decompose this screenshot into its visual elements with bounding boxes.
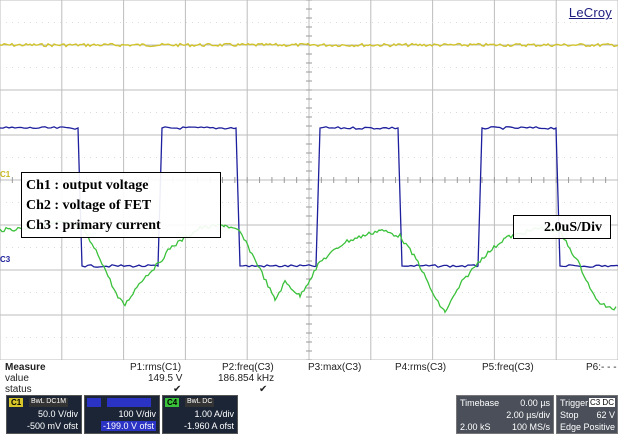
ch1-coupling: BwL DC1M (29, 398, 69, 407)
value-row-label: value (5, 373, 29, 384)
ch2-vdiv: 100 V/div (118, 409, 156, 419)
ch2-descriptor[interactable]: 100 V/div -199.0 V ofst (84, 395, 160, 434)
ch1-trace (0, 42, 618, 48)
ch1-tag: C1 (9, 398, 24, 407)
ch4-offset: -1.960 A ofst (183, 421, 234, 431)
param-p2-value: 186.854 kHz (218, 373, 275, 384)
param-p3-name[interactable]: P3:max(C3) (308, 362, 362, 373)
ch1-vdiv: 50.0 V/div (37, 409, 78, 419)
trigger-source: C3 DC (588, 398, 615, 407)
timebase-div: 2.00 µs/div (506, 410, 550, 420)
timebase-panel[interactable]: Timebase 0.00 µs 2.00 µs/div 2.00 kS 100… (456, 395, 554, 434)
trigger-label: Trigger (560, 398, 589, 408)
ch2-offset: -199.0 V ofst (100, 421, 156, 431)
legend-line-ch2: Ch2 : voltage of FET (26, 198, 152, 213)
ch1-marker[interactable]: C1 (0, 170, 11, 179)
scope-display: LeCroy C1 C3 Ch1 : output voltage Ch2 : … (0, 0, 618, 361)
param-p4-name[interactable]: P4:rms(C3) (395, 362, 447, 373)
param-p1-name[interactable]: P1:rms(C1) (130, 362, 182, 373)
param-p6-name[interactable]: P6:- - - (586, 362, 617, 373)
trigger-slope: Positive (583, 422, 615, 432)
trigger-level: 62 V (596, 410, 615, 420)
ch3-trace (0, 220, 617, 314)
measure-title: Measure (5, 362, 46, 373)
trigger-mode: Stop (560, 410, 579, 420)
ch4-coupling: BwL DC (185, 398, 215, 407)
param-p2-status-icon: ✔ (259, 384, 268, 395)
trigger-position-marker (0, 360, 618, 394)
ch4-descriptor[interactable]: C4 BwL DC 1.00 A/div -1.960 A ofst (162, 395, 238, 434)
ch4-vdiv: 1.00 A/div (194, 409, 234, 419)
timebase-rate: 100 MS/s (511, 422, 550, 432)
ch4-tag: C4 (165, 398, 180, 407)
param-p5-name[interactable]: P5:freq(C3) (482, 362, 534, 373)
ch3-marker[interactable]: C3 (0, 255, 11, 264)
time-per-div-label: 2.0uS/Div (513, 215, 611, 239)
legend-line-ch1: Ch1 : output voltage (26, 178, 149, 193)
param-p1-value: 149.5 V (148, 373, 183, 384)
ch2-tag (87, 398, 101, 407)
channel-legend: Ch1 : output voltage Ch2 : voltage of FE… (21, 172, 221, 238)
ch1-offset: -500 mV ofst (26, 421, 78, 431)
timebase-samples: 2.00 kS (460, 422, 491, 432)
status-row-label: status (5, 384, 32, 395)
timebase-label: Timebase (460, 398, 500, 408)
trigger-panel[interactable]: Trigger C3 DC Stop 62 V Edge Positive (556, 395, 618, 434)
lecroy-logo: LeCroy (568, 5, 612, 20)
channel-status-bar: C1 BwL DC1M 50.0 V/div -500 mV ofst 100 … (0, 395, 618, 434)
legend-line-ch3: Ch3 : primary current (26, 218, 161, 233)
ch2-coupling (107, 398, 151, 407)
param-p1-status-icon: ✔ (173, 384, 182, 395)
ch1-descriptor[interactable]: C1 BwL DC1M 50.0 V/div -500 mV ofst (6, 395, 82, 434)
measure-table: Measure P1:rms(C1) P2:freq(C3) P3:max(C3… (0, 360, 618, 395)
trigger-type: Edge (560, 422, 582, 432)
param-p2-name[interactable]: P2:freq(C3) (222, 362, 274, 373)
timebase-delay: 0.00 µs (520, 398, 550, 408)
